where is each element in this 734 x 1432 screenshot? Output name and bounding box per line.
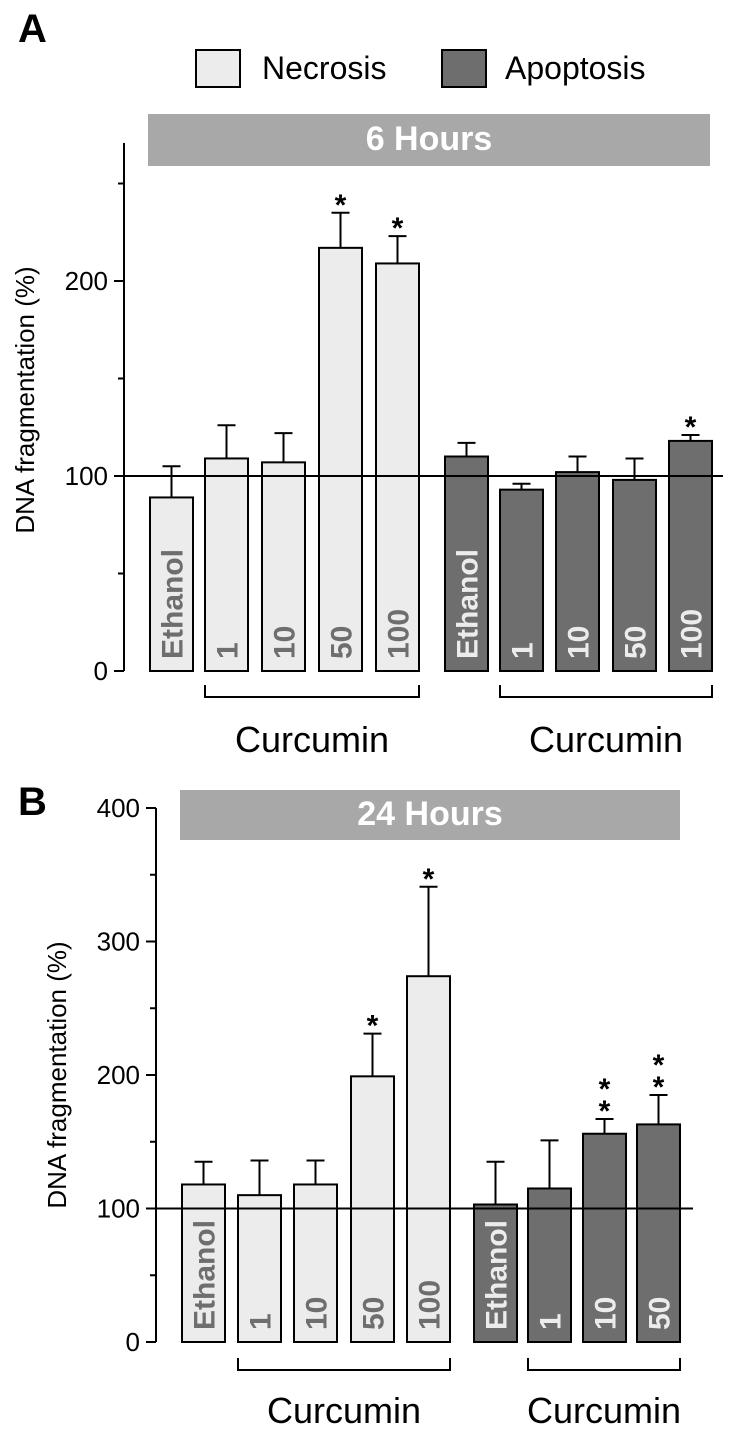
group-bracket-a-0 bbox=[204, 685, 420, 698]
group-label-b-0: Curcumin bbox=[267, 1390, 421, 1431]
chart-title-a: 6 Hours bbox=[366, 120, 493, 158]
group-bracket-b-1 bbox=[527, 1358, 681, 1371]
panel-b-chart: 24 Hours 0 100 200 300 400 DNA fragmentation (… bbox=[42, 790, 693, 1431]
sig-marker-a-9-0: * bbox=[685, 411, 697, 444]
bar-a-7 bbox=[555, 471, 600, 672]
bar-label-a-5: Ethanol bbox=[452, 549, 485, 659]
bar-label-b-1: 1 bbox=[245, 1313, 278, 1330]
bar-label-b-5: Ethanol bbox=[481, 1220, 514, 1330]
bar-b-4 bbox=[406, 975, 451, 1344]
panel-a-chart: 6 Hours 0 100 200 DNA fragmentation (%) Ethan… bbox=[10, 114, 723, 760]
y-tick-label-a-100: 100 bbox=[65, 461, 108, 491]
sig-marker-a-3-0: * bbox=[335, 189, 347, 222]
bar-label-b-2: 10 bbox=[301, 1297, 334, 1330]
sig-marker-b-4-0: * bbox=[423, 863, 435, 896]
chart-title-b: 24 Hours bbox=[357, 795, 503, 833]
bar-label-b-6: 1 bbox=[535, 1313, 568, 1330]
bar-a-1 bbox=[204, 457, 249, 673]
legend-apoptosis-swatch bbox=[441, 49, 487, 88]
bar-b-7 bbox=[582, 1132, 627, 1343]
y-tick-label-a-0: 0 bbox=[94, 656, 108, 686]
bar-label-a-2: 10 bbox=[269, 626, 302, 659]
bar-b-2 bbox=[293, 1183, 338, 1343]
bar-label-a-4: 100 bbox=[383, 609, 416, 659]
title-banner-b bbox=[180, 790, 680, 840]
bar-a-8 bbox=[612, 478, 657, 672]
group-label-a-1: Curcumin bbox=[529, 719, 683, 760]
bar-label-a-3: 50 bbox=[326, 626, 359, 659]
bar-a-9 bbox=[668, 439, 713, 672]
legend-apoptosis-label: Apoptosis bbox=[505, 50, 646, 86]
bar-label-b-4: 100 bbox=[414, 1280, 447, 1330]
group-bracket-a-1 bbox=[499, 685, 713, 698]
bar-label-a-6: 1 bbox=[507, 642, 540, 659]
y-tick-label-b-200: 200 bbox=[97, 1060, 140, 1090]
y-tick-label-b-300: 300 bbox=[97, 927, 140, 957]
bar-b-8 bbox=[636, 1123, 681, 1344]
group-label-a-0: Curcumin bbox=[235, 719, 389, 760]
bar-label-b-0: Ethanol bbox=[189, 1220, 222, 1330]
y-tick-label-b-0: 0 bbox=[126, 1327, 140, 1357]
title-banner-a bbox=[148, 114, 710, 166]
sig-marker-b-7-0: * bbox=[599, 1073, 611, 1106]
bar-label-a-9: 100 bbox=[676, 609, 709, 659]
bar-label-a-1: 1 bbox=[212, 642, 245, 659]
y-tick-label-b-100: 100 bbox=[97, 1194, 140, 1224]
sig-marker-b-8-0: * bbox=[653, 1049, 665, 1082]
bar-b-5 bbox=[473, 1203, 518, 1343]
bar-a-6 bbox=[499, 488, 544, 672]
bar-a-3 bbox=[318, 246, 363, 672]
bar-label-a-0: Ethanol bbox=[157, 549, 190, 659]
bar-a-4 bbox=[375, 262, 420, 672]
sig-marker-b-7-1: * bbox=[599, 1095, 611, 1128]
bar-a-0 bbox=[149, 496, 194, 673]
y-axis-title-a: DNA fragmentation (%) bbox=[10, 266, 40, 533]
bar-label-a-7: 10 bbox=[563, 626, 596, 659]
group-bracket-b-0 bbox=[237, 1358, 451, 1371]
bar-label-b-3: 50 bbox=[358, 1297, 391, 1330]
y-tick-label-b-400: 400 bbox=[97, 793, 140, 823]
panel-letter-b: B bbox=[18, 780, 47, 824]
bar-a-5 bbox=[444, 455, 489, 672]
bar-label-a-8: 50 bbox=[620, 626, 653, 659]
bar-b-6 bbox=[527, 1187, 572, 1343]
legend-necrosis-swatch bbox=[195, 49, 241, 88]
bar-a-2 bbox=[261, 461, 306, 672]
bar-label-b-8: 50 bbox=[644, 1297, 677, 1330]
sig-marker-a-4-0: * bbox=[392, 212, 404, 245]
y-axis-title-b: DNA fragmentation (%) bbox=[42, 941, 72, 1208]
sig-marker-b-8-1: * bbox=[653, 1071, 665, 1104]
bar-label-b-7: 10 bbox=[590, 1297, 623, 1330]
bar-b-1 bbox=[237, 1194, 282, 1344]
sig-marker-b-3-0: * bbox=[367, 1010, 379, 1043]
legend: Necrosis Apoptosis bbox=[195, 49, 646, 88]
bar-b-0 bbox=[181, 1183, 226, 1343]
panel-letter-a: A bbox=[18, 7, 47, 51]
legend-necrosis-label: Necrosis bbox=[262, 50, 386, 86]
y-tick-label-a-200: 200 bbox=[65, 266, 108, 296]
group-label-b-1: Curcumin bbox=[527, 1390, 681, 1431]
